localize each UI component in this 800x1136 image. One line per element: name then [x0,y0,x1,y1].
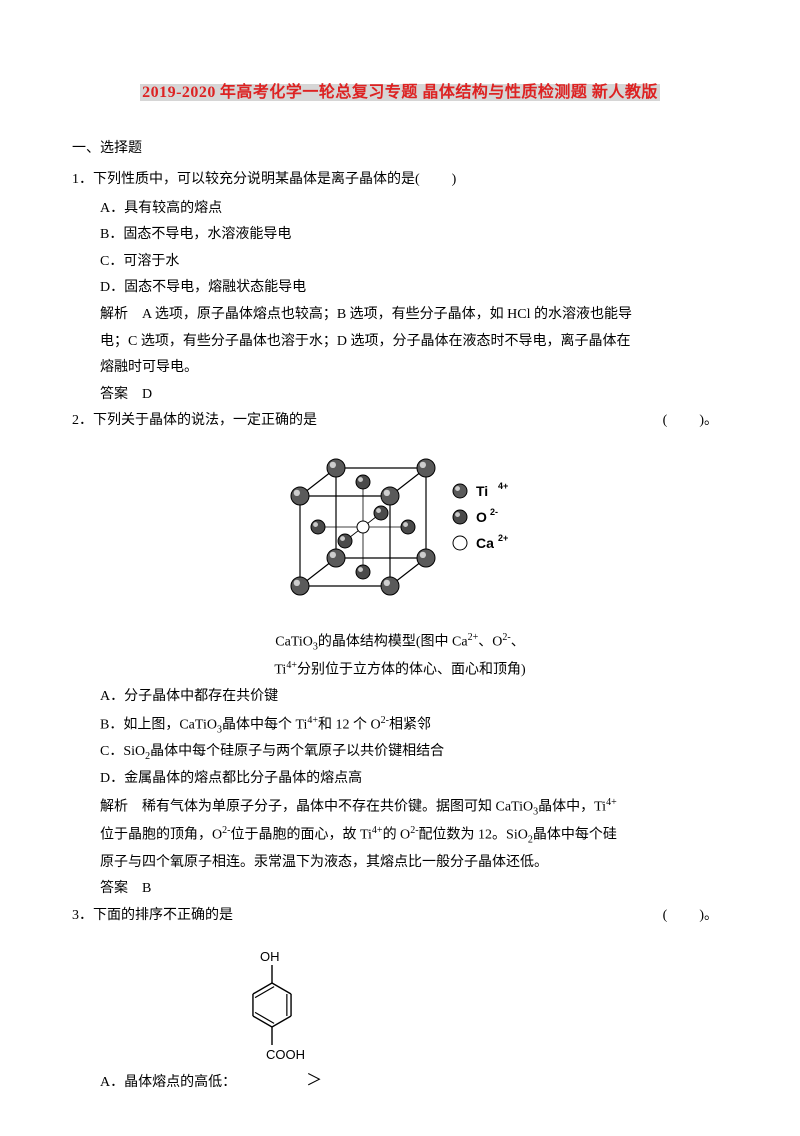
question-3: 3．下面的排序不正确的是 ( )。 [72,903,728,930]
q2-option-c: C．SiO2晶体中每个硅原子与两个氧原子以共价键相结合 [72,739,728,766]
q2-answer: 答案 B [72,876,728,903]
title-year: 2019-2020 [140,84,218,101]
q1-explain-3: 熔融时可导电。 [72,355,728,382]
svg-text:OH: OH [260,949,280,964]
svg-text:2-: 2- [490,507,498,517]
q1-stem: 1．下列性质中，可以较充分说明某晶体是离子晶体的是( [72,172,420,187]
q1-explain-1: 解析 A 选项，原子晶体熔点也较高；B 选项，有些分子晶体，如 HCl 的水溶液… [72,302,728,329]
q2-explain-3: 原子与四个氧原子相连。汞常温下为液态，其熔点比一般分子晶体还低。 [72,850,728,877]
question-2: 2．下列关于晶体的说法，一定正确的是 ( )。 [72,408,728,435]
q2-option-b: B．如上图，CaTiO3晶体中每个 Ti4+和 12 个 O2-相紧邻 [72,711,728,739]
q1-option-d: D．固态不导电，熔融状态能导电 [72,275,728,302]
q2-figure: Ti 4+ O2- Ca 2+ [72,441,728,622]
q2-caption-1: CaTiO3的晶体结构模型(图中 Ca2+、O2-、 [72,628,728,656]
q2-explain-1: 解析 稀有气体为单原子分子，晶体中不存在共价键。据图可知 CaTiO3晶体中，T… [72,793,728,821]
q2-explain-2: 位于晶胞的顶角，O2-位于晶胞的面心，故 Ti4+的 O2-配位数为 12。Si… [72,821,728,849]
q1-explain-2: 电；C 选项，有些分子晶体也溶于水；D 选项，分子晶体在液态时不导电，离子晶体在 [72,329,728,356]
question-1: 1．下列性质中，可以较充分说明某晶体是离子晶体的是( ) [72,167,728,194]
q1-option-a: A．具有较高的熔点 [72,196,728,223]
svg-text:Ca: Ca [476,535,494,551]
q3-mol-figure: OH COOH [72,935,728,1086]
q2-caption-2: Ti4+分别位于立方体的体心、面心和顶角) [72,656,728,684]
svg-text:4+: 4+ [498,481,508,491]
molecule-diagram: OH COOH [232,935,352,1075]
q2-option-a: A．分子晶体中都存在共价键 [72,684,728,711]
crystal-diagram: Ti 4+ O2- Ca 2+ [240,441,560,611]
section-heading: 一、选择题 [72,136,728,163]
q3-option-a: A．晶体熔点的高低： ＞ [72,1066,728,1096]
q1-blank [420,172,452,187]
svg-text:O: O [476,509,487,525]
q2-paren: ( )。 [663,408,718,435]
q1-stem-end: ) [452,172,457,187]
svg-text:COOH: COOH [266,1047,305,1062]
svg-text:Ti: Ti [476,483,488,499]
q2-stem: 2．下列关于晶体的说法，一定正确的是 [72,408,317,435]
svg-text:2+: 2+ [498,533,508,543]
q1-option-b: B．固态不导电，水溶液能导电 [72,222,728,249]
q3-stem: 3．下面的排序不正确的是 [72,903,233,930]
title-rest: 年高考化学一轮总复习专题 晶体结构与性质检测题 新人教版 [218,84,660,101]
q3-paren: ( )。 [663,903,718,930]
page: 2019-2020年高考化学一轮总复习专题 晶体结构与性质检测题 新人教版 一、… [0,0,800,1136]
q1-answer: 答案 D [72,382,728,409]
q2-option-d: D．金属晶体的熔点都比分子晶体的熔点高 [72,766,728,793]
q1-option-c: C．可溶于水 [72,249,728,276]
page-title: 2019-2020年高考化学一轮总复习专题 晶体结构与性质检测题 新人教版 [72,78,728,108]
